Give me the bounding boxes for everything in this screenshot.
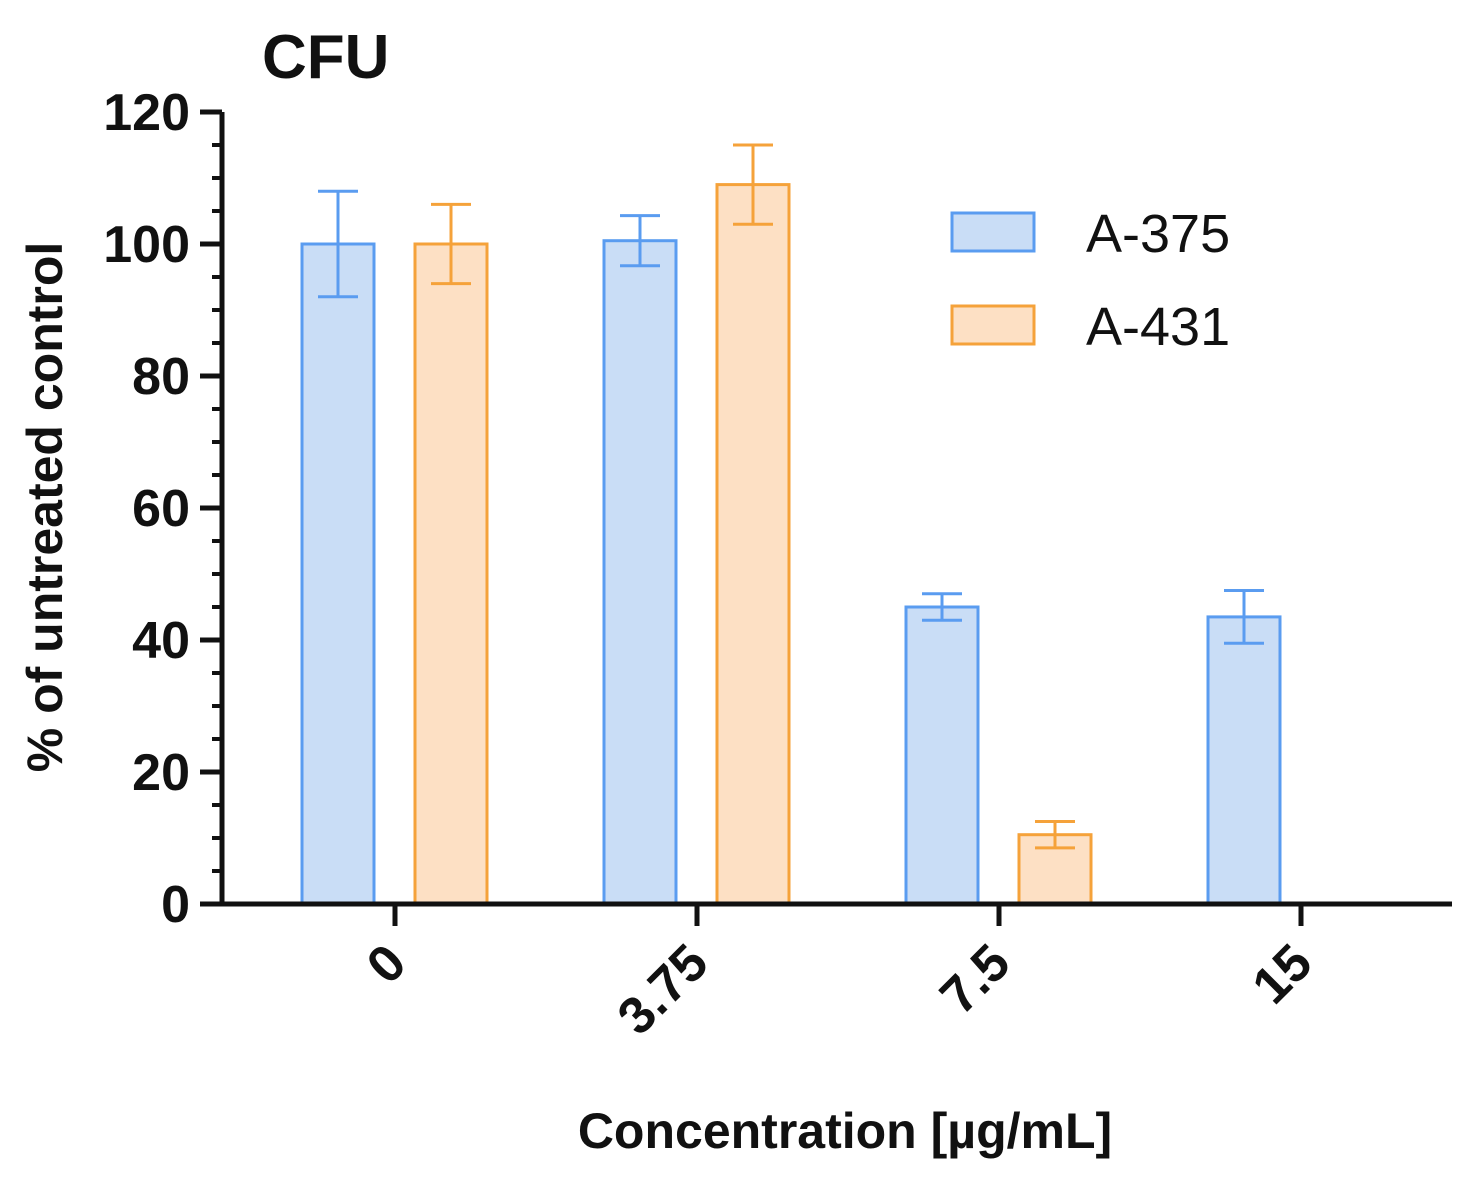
legend: A-375 A-431 (950, 204, 1230, 357)
x-tick-label-3: 15 (1242, 933, 1324, 1015)
x-tick-label-0: 0 (356, 933, 417, 994)
plot-area: 0 20 40 60 80 100 120 0 3.75 7.5 15 (103, 84, 1452, 1046)
x-tick-label-2: 7.5 (929, 933, 1021, 1025)
bar-a-431-0 (413, 242, 489, 906)
y-tick-label-20: 20 (132, 744, 190, 802)
x-tick-label-1: 3.75 (607, 933, 720, 1046)
bar-a-431-1 (715, 183, 791, 906)
bar-a-375-2 (904, 605, 980, 906)
y-axis-label: % of untreated control (17, 242, 73, 773)
chart-title: CFU (262, 23, 389, 92)
bar-a-375-3 (1206, 615, 1282, 906)
bar-a-375-1 (602, 239, 678, 906)
bar-a-375-0 (300, 242, 376, 906)
y-tick-label-100: 100 (103, 216, 190, 274)
legend-label-a-375: A-375 (1086, 204, 1230, 264)
y-tick-label-80: 80 (132, 348, 190, 406)
x-axis-label: Concentration [µg/mL] (578, 1103, 1112, 1159)
y-tick-label-0: 0 (161, 876, 190, 934)
legend-swatch-a-375 (950, 211, 1036, 253)
y-tick-label-40: 40 (132, 612, 190, 670)
legend-label-a-431: A-431 (1086, 297, 1230, 357)
y-tick-label-60: 60 (132, 480, 190, 538)
legend-swatch-a-431 (950, 304, 1036, 346)
y-tick-label-120: 120 (103, 84, 190, 142)
